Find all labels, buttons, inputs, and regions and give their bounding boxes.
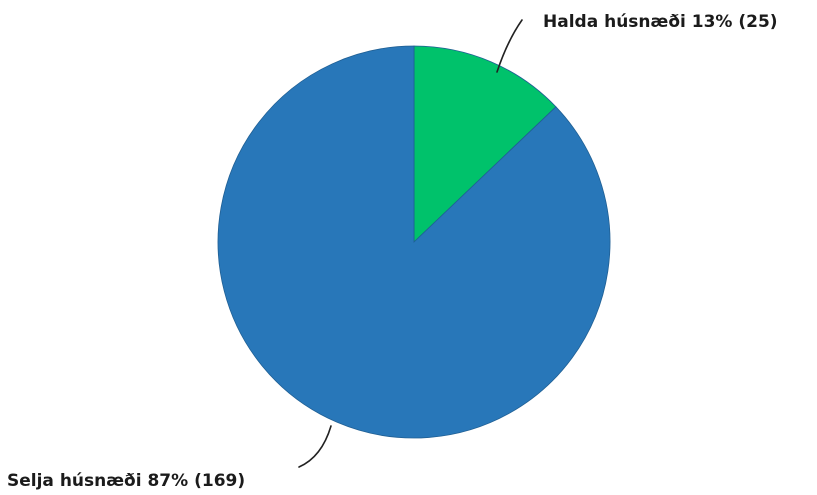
leader-line-selja-husnaedi bbox=[298, 425, 332, 468]
data-label-halda-husnaedi: Halda húsnæði 13% (25) bbox=[543, 12, 778, 32]
data-label-selja-husnaedi: Selja húsnæði 87% (169) bbox=[7, 471, 245, 491]
slice-halda-husnaedi bbox=[413, 45, 557, 243]
leader-line-halda-husnaedi bbox=[496, 19, 523, 73]
pie-slices bbox=[217, 45, 611, 439]
slice-selja-husnaedi bbox=[217, 45, 611, 439]
